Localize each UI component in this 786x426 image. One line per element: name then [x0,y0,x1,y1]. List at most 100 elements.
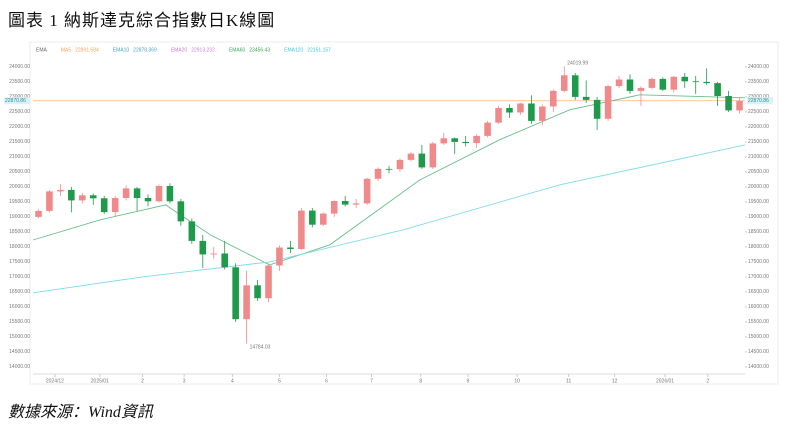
candle-body [68,189,75,201]
candle-body [604,86,612,119]
candle-body [615,79,623,87]
x-tick-label: 2026/01 [656,378,674,384]
indicator-name: EMA [36,47,48,53]
x-tick-label: 2025/01 [91,378,109,384]
y-tick-label-right: 14500.00 [748,349,769,355]
source: 數據來源：Wind資訊 [8,404,153,421]
low-annotation: 14784.03 [250,345,271,351]
candle-body [681,76,689,82]
candle-body [528,103,535,121]
y-tick-label: 14500.00 [9,349,30,355]
candle-body [484,122,491,136]
x-tick-label: 5 [278,378,281,384]
candle-body [582,96,590,100]
y-tick-label: 22500.00 [9,109,30,115]
y-tick-label: 16500.00 [9,289,30,295]
candle-body [407,153,415,160]
y-tick-label: 17000.00 [9,274,30,280]
y-tick-label-right: 20000.00 [748,184,769,190]
x-tick-label: 2 [141,378,144,384]
candle-body [418,153,426,168]
candle-body [626,79,634,91]
indicator-name: EMA20 [171,47,188,53]
y-tick-label: 19000.00 [9,214,30,220]
candle-body [725,96,732,111]
candle-body [232,267,239,320]
candle-body [276,247,283,266]
y-tick-label-right: 21500.00 [748,139,769,145]
candle-body [462,141,469,144]
x-tick-label: 6 [325,378,328,384]
y-tick-label-right: 21000.00 [748,154,769,160]
y-tick-label-right: 15500.00 [748,319,769,325]
candle-body [363,178,371,204]
candle-body [659,78,667,90]
y-tick-label-right: 18000.00 [748,244,769,250]
candle-body [637,87,645,91]
ma-line [32,94,746,266]
chart: EMA MA5 22891.584 EMA10 22878.369 EMA20 22913.… [4,41,779,385]
y-tick-label-right: 16000.00 [748,304,769,310]
candle-body [648,78,656,88]
candle-body [506,108,513,113]
candle-body [692,81,699,83]
candle-body [539,106,546,121]
y-tick-label-right: 17500.00 [748,259,769,265]
candle-body [298,210,305,249]
candle-body [495,108,502,123]
y-tick-label-right: 14000.00 [748,364,769,370]
y-tick-label-right: 19000.00 [748,214,769,220]
y-tick-label: 15500.00 [9,319,30,325]
y-tick-label: 16000.00 [9,304,30,310]
y-tick-label: 24000.00 [9,64,30,70]
y-tick-label: 20500.00 [9,169,30,175]
y-tick-label: 20000.00 [9,184,30,190]
candle-body [144,198,152,202]
candle-body [199,240,207,255]
y-tick-label: 23500.00 [9,79,30,85]
candle-body [352,203,360,205]
indicator-value: 22151.157 [307,47,331,53]
x-tick-label: 12 [612,378,618,384]
indicator-value: 23456.43 [249,47,270,53]
candle-body [133,188,141,198]
y-tick-label: 17500.00 [9,259,30,265]
y-tick-label: 19500.00 [9,199,30,205]
x-tick-label: 7 [370,378,373,384]
y-tick-label: 18000.00 [9,244,30,250]
candle-body [46,191,53,211]
candle-body [451,138,459,142]
indicator-value: 22891.584 [75,47,99,53]
candle-body [265,265,272,299]
candle-body [221,253,228,268]
last-price-label: 22870.86 [5,98,26,104]
y-tick-label: 15000.00 [9,334,30,340]
candle-body [550,90,557,107]
y-tick-label: 18500.00 [9,229,30,235]
candle-body [571,75,579,97]
candle-body [243,285,250,320]
y-tick-label: 21000.00 [9,154,30,160]
candle-body [429,143,437,168]
y-tick-label-right: 19500.00 [748,199,769,205]
x-tick-label: 10 [514,378,520,384]
y-tick-label-right: 22500.00 [748,109,769,115]
last-price-box [4,97,30,105]
indicator-name: EMA120 [284,47,303,53]
candle-body [714,83,721,96]
candle-body [385,168,393,170]
candle-body [188,221,196,241]
x-tick-label: 9 [466,378,469,384]
y-tick-label-right: 23500.00 [748,79,769,85]
candle-body [670,76,678,90]
candle-body [111,198,119,213]
x-tick-label: 2 [706,378,709,384]
candle-body [396,159,404,170]
candle-body [593,99,601,119]
candle-body [440,138,448,144]
last-price-label: 22870.86 [748,98,769,104]
y-tick-label-right: 15000.00 [748,334,769,340]
title: 圖表 1 納斯達克綜合指數日K線圖 [8,11,276,30]
y-tick-label-right: 22000.00 [748,124,769,130]
